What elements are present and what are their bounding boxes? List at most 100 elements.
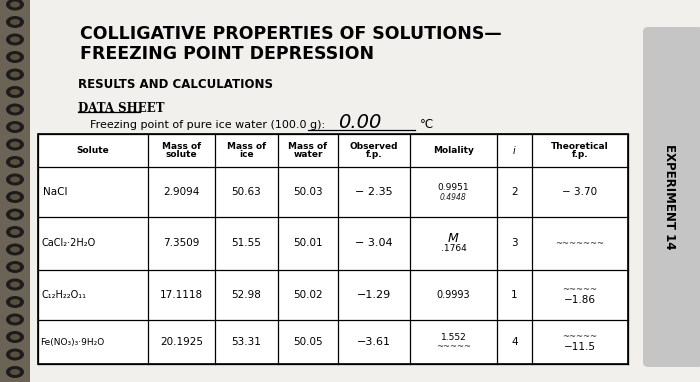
Text: − 3.04: − 3.04 (355, 238, 393, 249)
Text: Molality: Molality (433, 146, 474, 155)
Text: 50.01: 50.01 (293, 238, 323, 249)
Ellipse shape (6, 51, 24, 63)
Text: 0.4948: 0.4948 (440, 194, 467, 202)
Text: FREEZING POINT DEPRESSION: FREEZING POINT DEPRESSION (80, 45, 374, 63)
Ellipse shape (10, 369, 20, 375)
Ellipse shape (6, 34, 24, 45)
Text: Theoretical: Theoretical (551, 142, 609, 151)
Text: −11.5: −11.5 (564, 342, 596, 352)
Ellipse shape (6, 209, 24, 220)
Text: 53.31: 53.31 (232, 337, 261, 347)
Ellipse shape (10, 107, 20, 113)
Ellipse shape (6, 68, 24, 81)
Ellipse shape (6, 173, 24, 186)
Text: f.p.: f.p. (365, 150, 382, 159)
Text: ~~~~~: ~~~~~ (436, 343, 471, 351)
Text: ice: ice (239, 150, 254, 159)
Text: 50.63: 50.63 (232, 187, 261, 197)
Text: 2: 2 (511, 187, 518, 197)
Ellipse shape (6, 348, 24, 361)
Text: DATA SHEET: DATA SHEET (78, 102, 164, 115)
Ellipse shape (6, 139, 24, 151)
Text: Freezing point of pure ice water (100.0 g):: Freezing point of pure ice water (100.0 … (90, 120, 325, 130)
Text: 0.9993: 0.9993 (437, 290, 470, 300)
Ellipse shape (10, 141, 20, 147)
Ellipse shape (10, 229, 20, 235)
Text: − 3.70: − 3.70 (562, 187, 598, 197)
Text: C₁₂H₂₂O₁₁: C₁₂H₂₂O₁₁ (41, 290, 86, 300)
Text: Fe(NO₃)₃·9H₂O: Fe(NO₃)₃·9H₂O (40, 338, 104, 346)
Text: RESULTS AND CALCULATIONS: RESULTS AND CALCULATIONS (78, 78, 273, 91)
Ellipse shape (6, 16, 24, 28)
Ellipse shape (10, 176, 20, 183)
Text: Mass of: Mass of (227, 142, 266, 151)
Text: M: M (448, 232, 459, 245)
Text: −3.61: −3.61 (357, 337, 391, 347)
Text: 1: 1 (511, 290, 518, 300)
Ellipse shape (6, 366, 24, 378)
Text: f.p.: f.p. (572, 150, 588, 159)
Ellipse shape (6, 314, 24, 325)
Text: 50.03: 50.03 (293, 187, 323, 197)
Text: solute: solute (166, 150, 197, 159)
Bar (38, 134, 628, 364)
Text: 50.05: 50.05 (293, 337, 323, 347)
Ellipse shape (6, 121, 24, 133)
Ellipse shape (10, 299, 20, 305)
Ellipse shape (10, 19, 20, 25)
Text: °C: °C (420, 118, 434, 131)
Text: Mass of: Mass of (162, 142, 201, 151)
Text: 3: 3 (511, 238, 518, 249)
Text: 2.9094: 2.9094 (163, 187, 200, 197)
Ellipse shape (10, 2, 20, 8)
Ellipse shape (10, 54, 20, 60)
Text: CaCl₂·2H₂O: CaCl₂·2H₂O (41, 238, 95, 249)
Bar (0, 0, 30, 382)
Ellipse shape (6, 86, 24, 98)
Ellipse shape (6, 191, 24, 203)
Ellipse shape (10, 159, 20, 165)
Text: .1764: .1764 (440, 244, 466, 253)
Text: 17.1118: 17.1118 (160, 290, 203, 300)
Ellipse shape (10, 89, 20, 95)
Ellipse shape (10, 194, 20, 200)
Text: 7.3509: 7.3509 (163, 238, 200, 249)
Ellipse shape (10, 246, 20, 253)
Text: 50.02: 50.02 (293, 290, 323, 300)
Ellipse shape (10, 351, 20, 358)
Ellipse shape (6, 156, 24, 168)
Text: 1.552: 1.552 (440, 332, 466, 342)
Text: i: i (513, 146, 516, 155)
Ellipse shape (10, 264, 20, 270)
Text: Mass of: Mass of (288, 142, 328, 151)
Ellipse shape (6, 261, 24, 273)
Ellipse shape (10, 282, 20, 288)
Ellipse shape (10, 37, 20, 42)
Text: ~~~~~~~: ~~~~~~~ (556, 239, 605, 248)
Ellipse shape (6, 331, 24, 343)
Ellipse shape (6, 278, 24, 290)
Ellipse shape (6, 0, 24, 10)
Text: 52.98: 52.98 (232, 290, 261, 300)
Text: 20.1925: 20.1925 (160, 337, 203, 347)
Ellipse shape (10, 317, 20, 322)
Ellipse shape (10, 334, 20, 340)
Text: NaCl: NaCl (43, 187, 67, 197)
Text: −1.29: −1.29 (357, 290, 391, 300)
Text: 4: 4 (511, 337, 518, 347)
Text: water: water (293, 150, 323, 159)
Ellipse shape (6, 226, 24, 238)
Text: COLLIGATIVE PROPERTIES OF SOLUTIONS—: COLLIGATIVE PROPERTIES OF SOLUTIONS— (80, 25, 502, 43)
Text: 51.55: 51.55 (232, 238, 261, 249)
Ellipse shape (10, 212, 20, 217)
Text: −1.86: −1.86 (564, 295, 596, 305)
Ellipse shape (6, 243, 24, 256)
Text: 0.9951: 0.9951 (438, 183, 469, 191)
Ellipse shape (10, 124, 20, 130)
Ellipse shape (10, 71, 20, 78)
Text: − 2.35: − 2.35 (355, 187, 393, 197)
Ellipse shape (6, 104, 24, 115)
Text: Observed: Observed (350, 142, 398, 151)
Text: 0.00: 0.00 (338, 113, 382, 131)
Text: ~~~~~: ~~~~~ (563, 285, 598, 295)
